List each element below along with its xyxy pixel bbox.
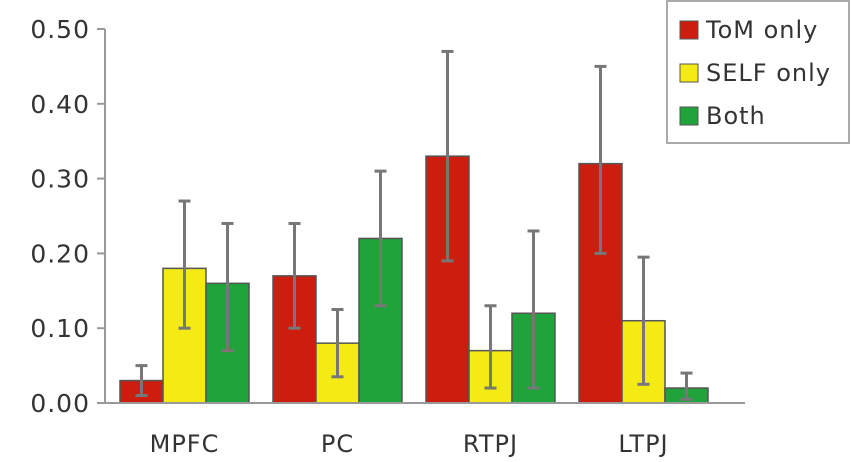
legend-label: ToM only (705, 16, 818, 44)
category-label: RTPJ (463, 430, 518, 458)
legend-label: SELF only (706, 59, 831, 87)
y-axis-ticks: 0.00 0.10 0.20 0.30 0.40 0.50 (30, 15, 106, 418)
x-axis-labels: MPFC PC RTPJ LTPJ (150, 430, 668, 458)
bars (119, 155, 709, 404)
category-label: PC (321, 430, 354, 458)
legend-swatch (679, 20, 699, 40)
y-tick-label: 0.30 (30, 165, 90, 194)
y-tick-label: 0.00 (30, 389, 90, 418)
category-label: LTPJ (618, 430, 668, 458)
legend-swatch (679, 106, 699, 126)
legend-label: Both (706, 102, 766, 130)
error-bars (135, 49, 693, 401)
legend: ToM only SELF only Both (666, 0, 850, 144)
y-tick-label: 0.40 (30, 90, 90, 119)
legend-swatch (679, 63, 699, 83)
y-tick-label: 0.20 (30, 239, 90, 268)
y-tick-label: 0.10 (30, 314, 90, 343)
category-label: MPFC (150, 430, 220, 458)
y-tick-label: 0.50 (30, 15, 90, 44)
